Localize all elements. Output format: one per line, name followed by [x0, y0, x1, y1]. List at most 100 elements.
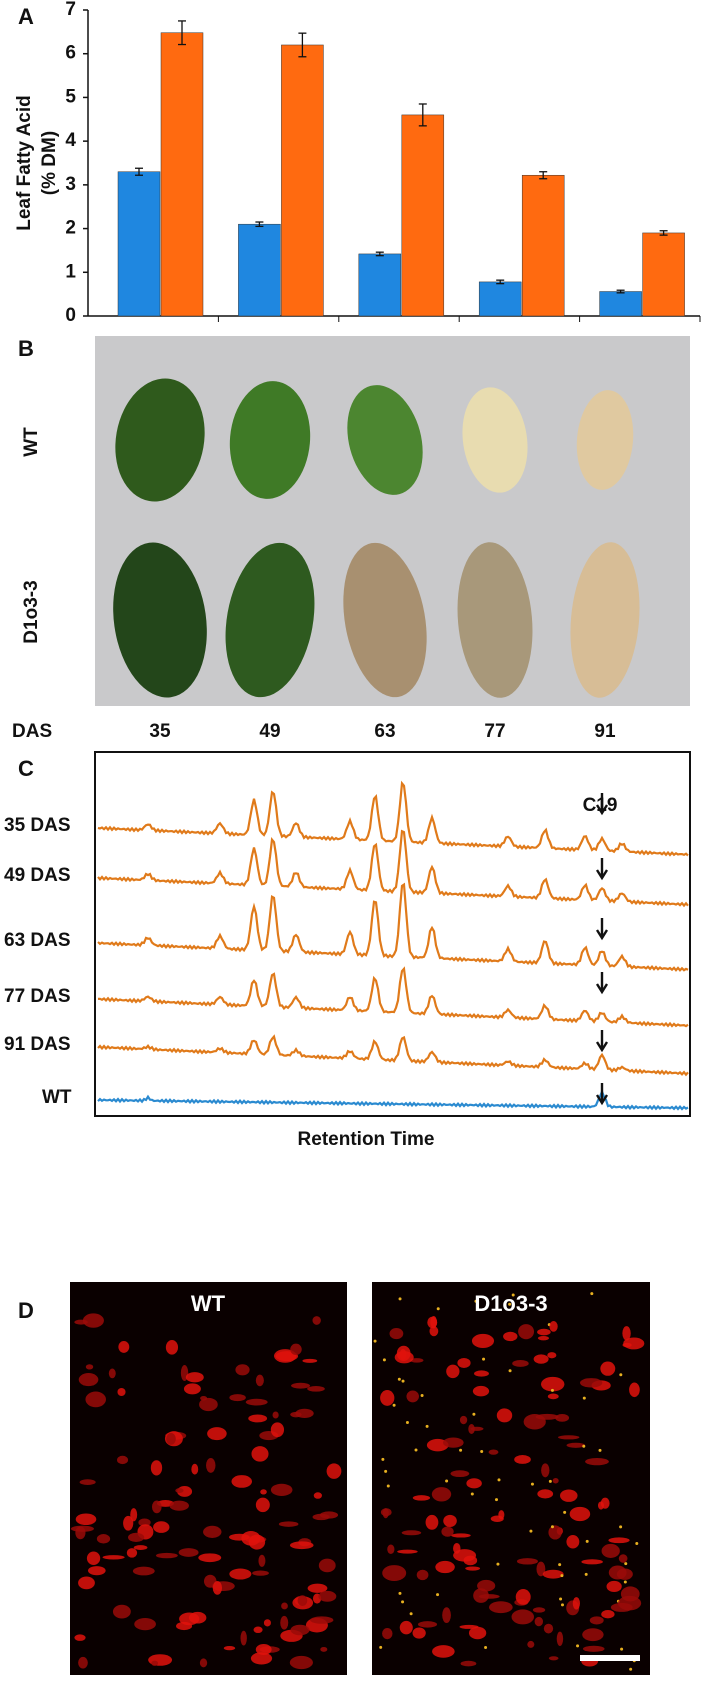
cell-signal	[185, 1372, 204, 1383]
trace	[97, 1088, 689, 1111]
bar	[358, 253, 402, 317]
cell-signal	[465, 1566, 481, 1571]
cell-signal	[223, 1645, 236, 1651]
cell-signal	[618, 1554, 628, 1563]
dot	[401, 1600, 405, 1604]
column-label: 91	[594, 721, 616, 742]
cell-signal	[151, 1500, 162, 1514]
leaf	[570, 542, 640, 698]
cell-signal	[429, 1326, 439, 1337]
cell-signal	[515, 1589, 531, 1605]
dot	[436, 1593, 440, 1597]
column-label: 35	[149, 721, 171, 742]
dot	[511, 1293, 515, 1297]
cell-signal	[102, 1555, 125, 1560]
cell-signal	[473, 1588, 489, 1603]
dot	[436, 1307, 440, 1311]
error-bar	[135, 167, 143, 176]
cell-signal	[128, 1532, 145, 1543]
bar	[160, 32, 204, 317]
cell-signal	[206, 1457, 216, 1473]
cell-signal	[130, 1508, 138, 1522]
cell-signal	[307, 1583, 328, 1593]
cell-signal	[85, 1364, 94, 1370]
cell-signal	[397, 1549, 418, 1554]
scale-bar	[580, 1655, 640, 1661]
dot	[598, 1448, 602, 1452]
cell-signal	[96, 1534, 111, 1544]
arrow	[595, 918, 609, 941]
dot	[560, 1603, 564, 1607]
dot	[558, 1563, 562, 1567]
cell-signal	[589, 1616, 604, 1625]
bar	[238, 223, 281, 317]
leaf	[576, 390, 634, 490]
cell-signal	[272, 1411, 279, 1419]
cell-signal	[150, 1460, 163, 1476]
dot	[474, 1299, 478, 1303]
leaf	[115, 378, 205, 502]
cell-signal	[78, 1373, 99, 1387]
cell-signal	[380, 1508, 392, 1517]
panel-label: A	[18, 4, 34, 29]
cell-signal	[198, 1553, 222, 1563]
leaf	[229, 381, 311, 499]
dot	[459, 1448, 463, 1452]
cell-signal	[302, 1358, 318, 1363]
image-label: WT	[191, 1291, 226, 1316]
bar	[521, 174, 565, 317]
cell-signal	[549, 1321, 558, 1332]
dot	[397, 1377, 401, 1381]
dot	[635, 1541, 639, 1545]
dot	[398, 1297, 402, 1301]
cell-signal	[178, 1548, 199, 1557]
dot	[496, 1562, 500, 1566]
cell-signal	[387, 1544, 395, 1555]
x-axis-label: Retention Time	[298, 1129, 435, 1150]
cell-signal	[297, 1595, 308, 1607]
error-bar	[539, 171, 548, 180]
dot	[582, 1444, 586, 1448]
trace	[97, 780, 689, 857]
cell-signal	[514, 1455, 531, 1464]
cell-signal	[547, 1352, 557, 1359]
arrow	[595, 1030, 609, 1053]
cell-signal	[169, 1500, 189, 1511]
dot	[409, 1612, 413, 1616]
dot	[420, 1394, 424, 1398]
cell-signal	[318, 1590, 337, 1602]
cell-signal	[432, 1645, 455, 1658]
cell-signal	[620, 1586, 640, 1602]
arrow	[595, 1083, 609, 1106]
error-bar	[616, 289, 625, 294]
peak-label: C19	[583, 795, 618, 816]
dot	[624, 1562, 628, 1566]
cell-signal	[312, 1513, 330, 1521]
cell-signal	[231, 1475, 253, 1488]
trace	[97, 882, 689, 972]
dot	[470, 1492, 474, 1496]
dot	[548, 1479, 552, 1483]
leaf	[113, 542, 207, 698]
cell-signal	[78, 1656, 88, 1669]
cell-signal	[540, 1376, 565, 1392]
dot	[623, 1580, 627, 1584]
cell-signal	[126, 1548, 138, 1558]
cell-signal	[155, 1552, 178, 1559]
bar	[478, 281, 522, 317]
cell-signal	[291, 1382, 311, 1389]
cell-signal	[175, 1488, 184, 1493]
cell-signal	[516, 1558, 538, 1565]
cell-signal	[569, 1506, 591, 1522]
cell-signal	[503, 1331, 518, 1342]
cell-signal	[582, 1628, 604, 1642]
y-tick-label: 4	[65, 130, 76, 151]
cell-signal	[212, 1581, 223, 1595]
cell-signal	[581, 1559, 603, 1565]
leaf	[225, 542, 315, 698]
cell-signal	[451, 1533, 471, 1538]
cell-signal	[245, 1398, 268, 1406]
dot	[529, 1529, 533, 1533]
cell-signal	[450, 1470, 470, 1478]
